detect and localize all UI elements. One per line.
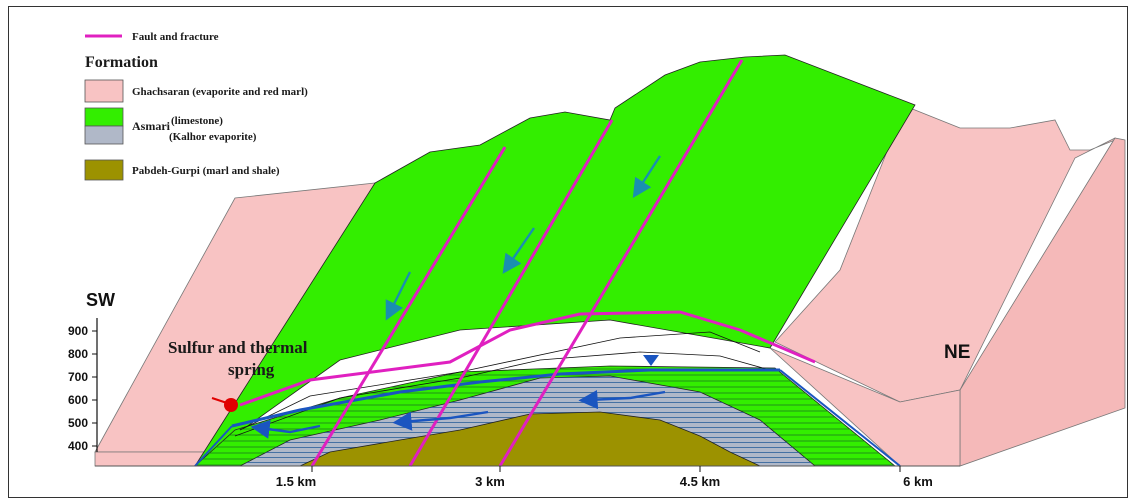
legend-asmari-limestone-swatch bbox=[84, 107, 124, 127]
legend-fault-label: Fault and fracture bbox=[132, 31, 219, 43]
elev-tick-900: 900 bbox=[68, 324, 88, 338]
spring-icon bbox=[224, 398, 238, 412]
elev-tick-500: 500 bbox=[68, 416, 88, 430]
elevation-axis: SW 900 800 700 600 500 400 bbox=[68, 290, 115, 453]
water-table-left-outline bbox=[194, 425, 233, 467]
dist-tick-6km: 6 km bbox=[903, 474, 933, 489]
aquifer-arrow-1 bbox=[578, 389, 666, 410]
ne-label: NE bbox=[944, 342, 970, 363]
ghachsaran-ne-front bbox=[769, 347, 961, 467]
groundwater-flow-arrows bbox=[385, 155, 662, 321]
legend-ghachsaran-swatch bbox=[84, 79, 124, 103]
elev-tick-400: 400 bbox=[68, 439, 88, 453]
water-table-marker bbox=[643, 355, 659, 366]
figure-frame bbox=[8, 6, 1128, 498]
legend: Fault and fracture Formation Ghachsaran … bbox=[84, 31, 308, 181]
dist-tick-3km: 3 km bbox=[475, 474, 505, 489]
legend-formation-title: Formation bbox=[85, 54, 158, 71]
legend-asmari-label: Asmari bbox=[132, 119, 171, 133]
dist-tick-1-5km: 1.5 km bbox=[276, 474, 316, 489]
legend-pabdeh-label: Pabdeh-Gurpi (marl and shale) bbox=[132, 165, 280, 177]
water-table-outline bbox=[779, 369, 901, 467]
faults bbox=[239, 59, 816, 467]
aquifer-arrow-3 bbox=[250, 419, 321, 439]
fault-1 bbox=[310, 146, 507, 467]
flow-arrow-2 bbox=[502, 227, 535, 274]
pabdeh-gurpi-core bbox=[299, 411, 761, 467]
aquifer-flow-arrows bbox=[250, 389, 666, 439]
fault-2 bbox=[408, 119, 614, 467]
spring-label-line1: Sulfur and thermal bbox=[168, 338, 308, 357]
elev-tick-700: 700 bbox=[68, 370, 88, 384]
elev-tick-800: 800 bbox=[68, 347, 88, 361]
legend-ghachsaran-label: Ghachsaran (evaporite and red marl) bbox=[132, 86, 308, 98]
flow-arrow-1 bbox=[385, 271, 412, 321]
bedding-line-1 bbox=[239, 331, 761, 431]
elev-tick-600: 600 bbox=[68, 393, 88, 407]
legend-pabdeh-swatch bbox=[84, 159, 124, 181]
fault-4 bbox=[239, 310, 816, 407]
ghachsaran-ne-side bbox=[959, 137, 1126, 467]
legend-asmari-limestone-label: (limestone) bbox=[171, 115, 223, 127]
flow-arrow-3 bbox=[632, 155, 662, 199]
legend-asmari-kalhor-label: (Kalhor evaporite) bbox=[169, 131, 257, 143]
aquifer-arrow-2 bbox=[392, 410, 489, 431]
water-table-line bbox=[231, 368, 780, 428]
legend-kalhor-swatch bbox=[84, 125, 124, 145]
dist-tick-4-5km: 4.5 km bbox=[680, 474, 720, 489]
bedding-line-2 bbox=[234, 351, 771, 437]
fault-3 bbox=[498, 59, 744, 467]
sw-label: SW bbox=[86, 290, 115, 310]
spring-symbol bbox=[211, 397, 238, 412]
spring-label-line2: spring bbox=[228, 360, 275, 379]
distance-axis: 1.5 km 3 km 4.5 km 6 km bbox=[95, 465, 960, 489]
